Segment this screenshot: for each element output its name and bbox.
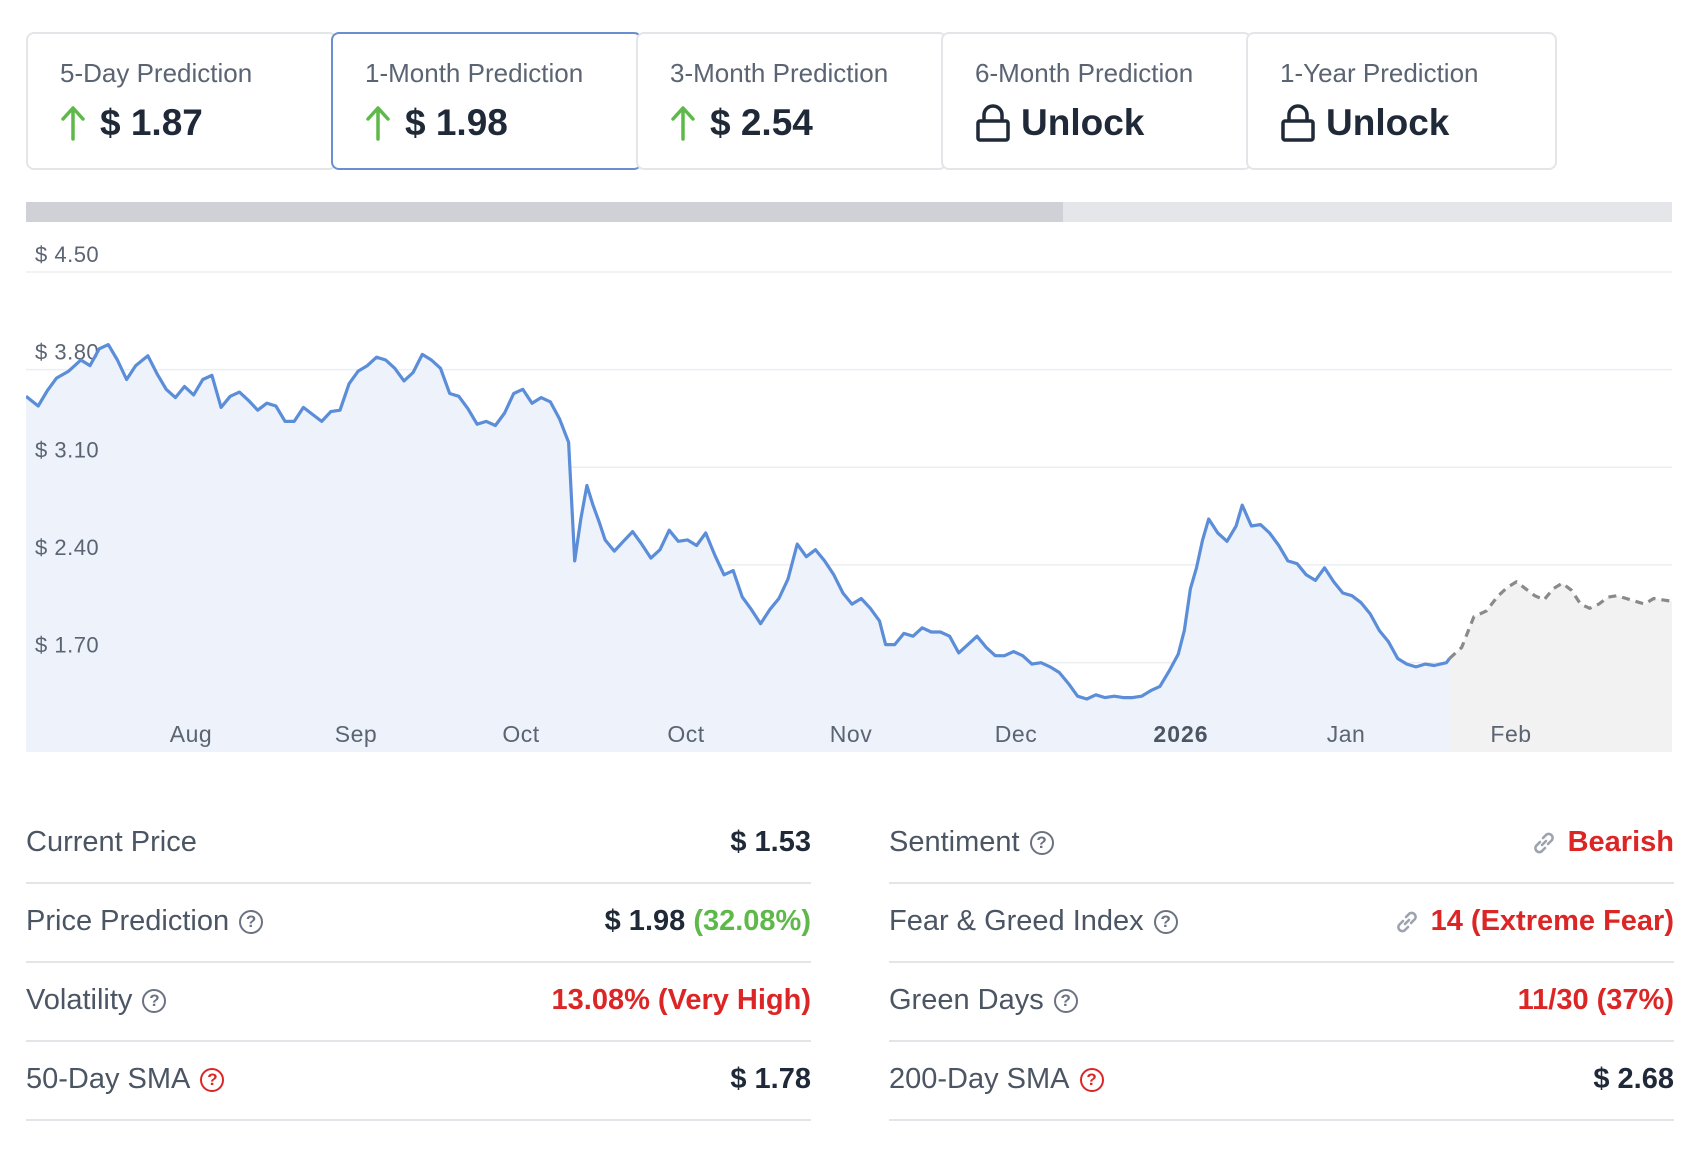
stat-row-price-prediction: Price Prediction? $ 1.98 (32.08%) <box>26 884 811 963</box>
card-value: $ 1.98 <box>405 102 508 143</box>
card-3-month[interactable]: 3-Month Prediction $ 2.54 <box>636 32 947 170</box>
stat-value: $ 1.53 <box>730 826 811 858</box>
lock-icon <box>976 104 1010 142</box>
x-tick-label: Oct <box>667 721 704 747</box>
y-tick-label: $ 4.50 <box>35 242 99 267</box>
card-6-month[interactable]: 6-Month Prediction Unlock <box>941 32 1252 170</box>
stat-row-green-days: Green Days? 11/30 (37%) <box>889 963 1674 1042</box>
stat-row-volatility: Volatility? 13.08% (Very High) <box>26 963 811 1042</box>
stat-label-wrap: Current Price <box>26 826 197 859</box>
stat-value: 14 (Extreme Fear) <box>1430 905 1674 937</box>
x-tick-label: Jan <box>1327 721 1366 747</box>
stat-label: 200-Day SMA <box>889 1063 1070 1095</box>
card-label: 1-Year Prediction <box>1280 58 1479 88</box>
x-tick-label: Sep <box>335 721 377 747</box>
stat-label: Sentiment <box>889 826 1020 858</box>
card-value-wrap: $ 2.54 <box>670 102 813 144</box>
stat-label: Current Price <box>26 826 197 858</box>
help-icon[interactable]: ? <box>200 1067 225 1092</box>
stat-value: $ 1.78 <box>730 1063 811 1095</box>
stats-left: Current Price $ 1.53 Price Prediction? $… <box>26 805 811 1121</box>
help-icon[interactable]: ? <box>1153 909 1178 934</box>
stat-label-wrap: Price Prediction? <box>26 905 264 938</box>
x-tick-label: Dec <box>995 721 1037 747</box>
forecast-line-series <box>1448 580 1672 660</box>
card-value: $ 2.54 <box>710 102 813 143</box>
card-label: 3-Month Prediction <box>670 58 889 88</box>
stat-label: Volatility <box>26 984 133 1016</box>
card-5-day[interactable]: 5-Day Prediction $ 1.87 <box>26 32 337 170</box>
stats-right: Sentiment? Bearish Fear & Greed Index? 1… <box>889 805 1674 1121</box>
stat-label: Price Prediction <box>26 905 230 937</box>
stat-label: 50-Day SMA <box>26 1063 191 1095</box>
card-value-wrap: Unlock <box>1280 102 1449 144</box>
stat-value-wrap: $ 1.53 <box>730 826 811 859</box>
x-tick-label: Feb <box>1490 721 1531 747</box>
stat-value: Bearish <box>1567 826 1674 858</box>
card-value: Unlock <box>1326 102 1450 143</box>
stat-value-wrap: $ 1.78 <box>730 1063 811 1096</box>
stat-row-sentiment: Sentiment? Bearish <box>889 805 1674 884</box>
stat-value: $ 1.98 <box>604 905 686 937</box>
price-line-series <box>26 343 1451 701</box>
prediction-cards: 5-Day Prediction $ 1.87 1-Month Predicti… <box>26 32 1672 172</box>
history-area <box>26 344 1450 752</box>
stat-value-change: (32.08%) <box>693 905 811 937</box>
stat-row-200-day-sma: 200-Day SMA? $ 2.68 <box>889 1042 1674 1121</box>
card-value-wrap: $ 1.87 <box>60 102 203 144</box>
help-icon[interactable]: ? <box>239 909 264 934</box>
stat-label-wrap: Green Days? <box>889 984 1078 1017</box>
stat-value: $ 2.68 <box>1593 1063 1674 1095</box>
stat-value-wrap: 13.08% (Very High) <box>552 984 812 1017</box>
y-tick-label: $ 2.40 <box>35 535 99 560</box>
price-chart: $ 4.50 $ 3.80 $ 3.10 $ 2.40 $ 1.70 Aug Sep Oct O… <box>26 242 1672 752</box>
x-tick-label: Oct <box>502 721 539 747</box>
card-label: 6-Month Prediction <box>975 58 1194 88</box>
y-tick-label: $ 3.80 <box>35 340 99 365</box>
x-tick-label: Aug <box>170 721 212 747</box>
card-1-year[interactable]: 1-Year Prediction Unlock <box>1246 32 1557 170</box>
stat-row-fear-greed: Fear & Greed Index? 14 (Extreme Fear) <box>889 884 1674 963</box>
x-tick-label: 2026 <box>1153 721 1208 747</box>
stat-value-wrap: $ 2.68 <box>1593 1063 1674 1096</box>
y-tick-label: $ 1.70 <box>35 633 99 658</box>
stat-value-wrap: 11/30 (37%) <box>1518 984 1674 1017</box>
help-icon[interactable]: ? <box>142 988 167 1013</box>
stat-label-wrap: 200-Day SMA? <box>889 1063 1104 1096</box>
fear-greed-link[interactable]: 14 (Extreme Fear) <box>1393 905 1674 938</box>
help-icon[interactable]: ? <box>1079 1067 1104 1092</box>
card-label: 5-Day Prediction <box>60 58 253 88</box>
card-label: 1-Month Prediction <box>365 58 584 88</box>
stat-row-50-day-sma: 50-Day SMA? $ 1.78 <box>26 1042 811 1121</box>
card-value-wrap: $ 1.98 <box>365 102 508 144</box>
card-value-wrap: Unlock <box>975 102 1144 144</box>
arrow-up-icon <box>366 106 390 141</box>
stat-label: Fear & Greed Index <box>889 905 1144 937</box>
y-tick-label: $ 3.10 <box>35 437 99 462</box>
card-1-month[interactable]: 1-Month Prediction $ 1.98 <box>331 32 642 170</box>
stat-value-wrap: $ 1.98 (32.08%) <box>605 905 811 938</box>
link-icon <box>1396 911 1417 932</box>
stat-label-wrap: Fear & Greed Index? <box>889 905 1178 938</box>
stat-label-wrap: Sentiment? <box>889 826 1054 859</box>
stat-label-wrap: Volatility? <box>26 984 167 1017</box>
arrow-up-icon <box>61 106 85 141</box>
help-icon[interactable]: ? <box>1029 830 1054 855</box>
card-value: Unlock <box>1021 102 1145 143</box>
card-value: $ 1.87 <box>100 102 203 143</box>
stat-label-wrap: 50-Day SMA? <box>26 1063 225 1096</box>
chart-range-selector[interactable] <box>26 202 1672 222</box>
help-icon[interactable]: ? <box>1053 988 1078 1013</box>
forecast-area <box>1449 581 1672 752</box>
lock-icon <box>1281 104 1315 142</box>
stat-value: 11/30 (37%) <box>1517 984 1674 1016</box>
x-tick-label: Nov <box>830 721 872 747</box>
sentiment-link[interactable]: Bearish <box>1530 826 1674 859</box>
stat-value: 13.08% (Very High) <box>551 984 812 1016</box>
arrow-up-icon <box>671 106 695 141</box>
stat-row-current-price: Current Price $ 1.53 <box>26 805 811 884</box>
link-icon <box>1533 832 1554 853</box>
range-selector-handle[interactable] <box>26 202 1063 222</box>
stat-label: Green Days <box>889 984 1044 1016</box>
